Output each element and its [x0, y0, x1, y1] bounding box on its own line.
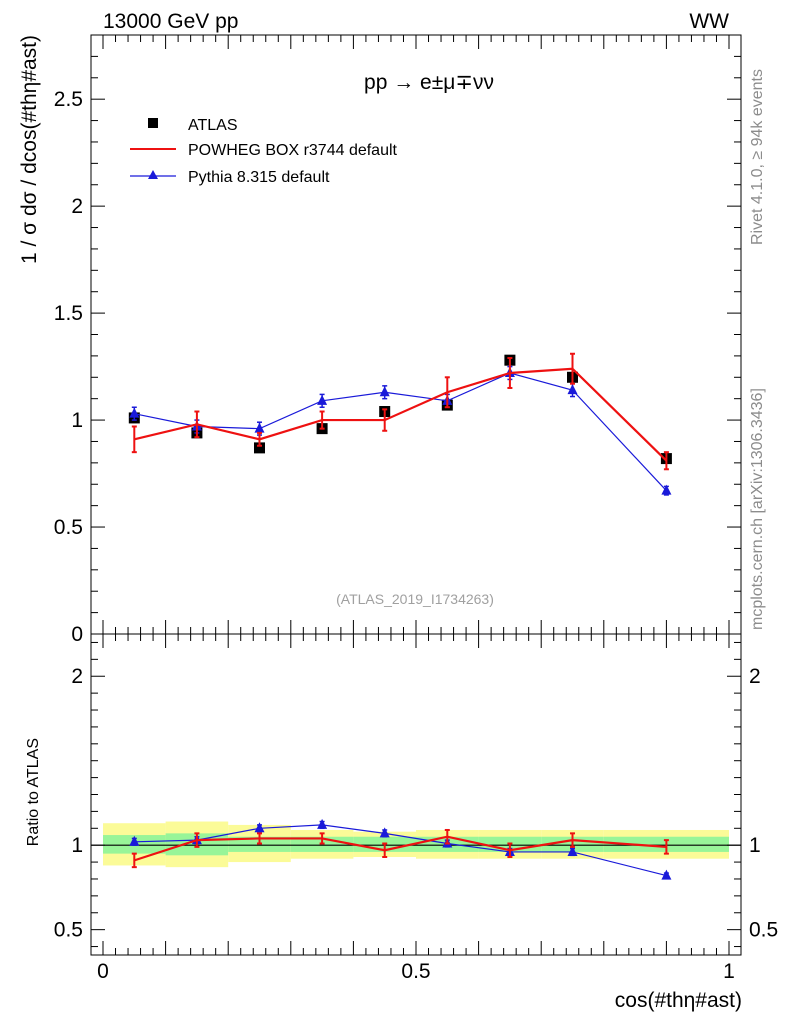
ratio-pythia-point [661, 869, 672, 880]
data-marks [128, 352, 672, 880]
side-text-mcplots: mcplots.cern.ch [arXiv:1306.3436] [749, 388, 766, 630]
main-ytick-label: 1 [71, 409, 83, 432]
analysis-id: (ATLAS_2019_I1734263) [336, 591, 494, 607]
pythia-point [129, 407, 140, 418]
main-ylabel: 1 / σ dσ / dcos(#thη#ast) [18, 35, 41, 264]
legend-powheg-label: POWHEG BOX r3744 default [188, 142, 398, 159]
process-label: pp → e±μ∓νν [364, 71, 494, 94]
legend-pythia-marker [148, 170, 158, 179]
main-ytick-label: 2.5 [54, 88, 83, 111]
xtick-label: 0.5 [401, 960, 430, 983]
pythia-line [134, 372, 667, 492]
xtick-label: 0 [97, 960, 109, 983]
xlabel: cos(#thη#ast) [615, 989, 742, 1012]
header-left: 13000 GeV pp [103, 10, 238, 33]
ratio-pythia-point [129, 835, 140, 846]
legend-atlas-marker [148, 118, 158, 128]
header-right: WW [689, 10, 729, 33]
ratio-ytick-label-right: 1 [749, 834, 761, 857]
ratio-ytick-label: 0.5 [54, 919, 83, 942]
ratio-ytick-label: 2 [71, 665, 83, 688]
main-ytick-label: 0.5 [54, 516, 83, 539]
axes: 0 0.5 1 1.5 2 2.5 0.5 0.5 1 1 2 2 0 0.5 1 [54, 34, 778, 983]
legend-atlas-label: ATLAS [188, 117, 238, 134]
ratio-pythia-point [567, 845, 578, 856]
main-ytick-label: 0 [71, 623, 83, 646]
pythia-point [379, 386, 390, 397]
ratio-plot-frame [90, 633, 742, 956]
pythia-point [254, 422, 265, 433]
ratio-ytick-label: 1 [71, 834, 83, 857]
main-ytick-label: 2 [71, 195, 83, 218]
ratio-ytick-label-right: 2 [749, 665, 761, 688]
pythia-point [567, 384, 578, 395]
ratio-ylabel: Ratio to ATLAS [25, 738, 42, 846]
ratio-pythia-point [379, 827, 390, 838]
pythia-point [661, 484, 672, 495]
xtick-label: 1 [723, 960, 735, 983]
main-ytick-label: 1.5 [54, 302, 83, 325]
ratio-ytick-label-right: 0.5 [749, 919, 778, 942]
ratio-pythia-point [317, 818, 328, 829]
ratio-pythia-point [254, 822, 265, 833]
legend-pythia-label: Pythia 8.315 default [188, 169, 330, 186]
pythia-point [317, 394, 328, 405]
side-text-rivet: Rivet 4.1.0, ≥ 94k events [749, 69, 766, 245]
atlas-point [254, 442, 265, 454]
powheg-line [134, 367, 668, 462]
legend: ATLAS POWHEG BOX r3744 default Pythia 8.… [130, 117, 398, 186]
